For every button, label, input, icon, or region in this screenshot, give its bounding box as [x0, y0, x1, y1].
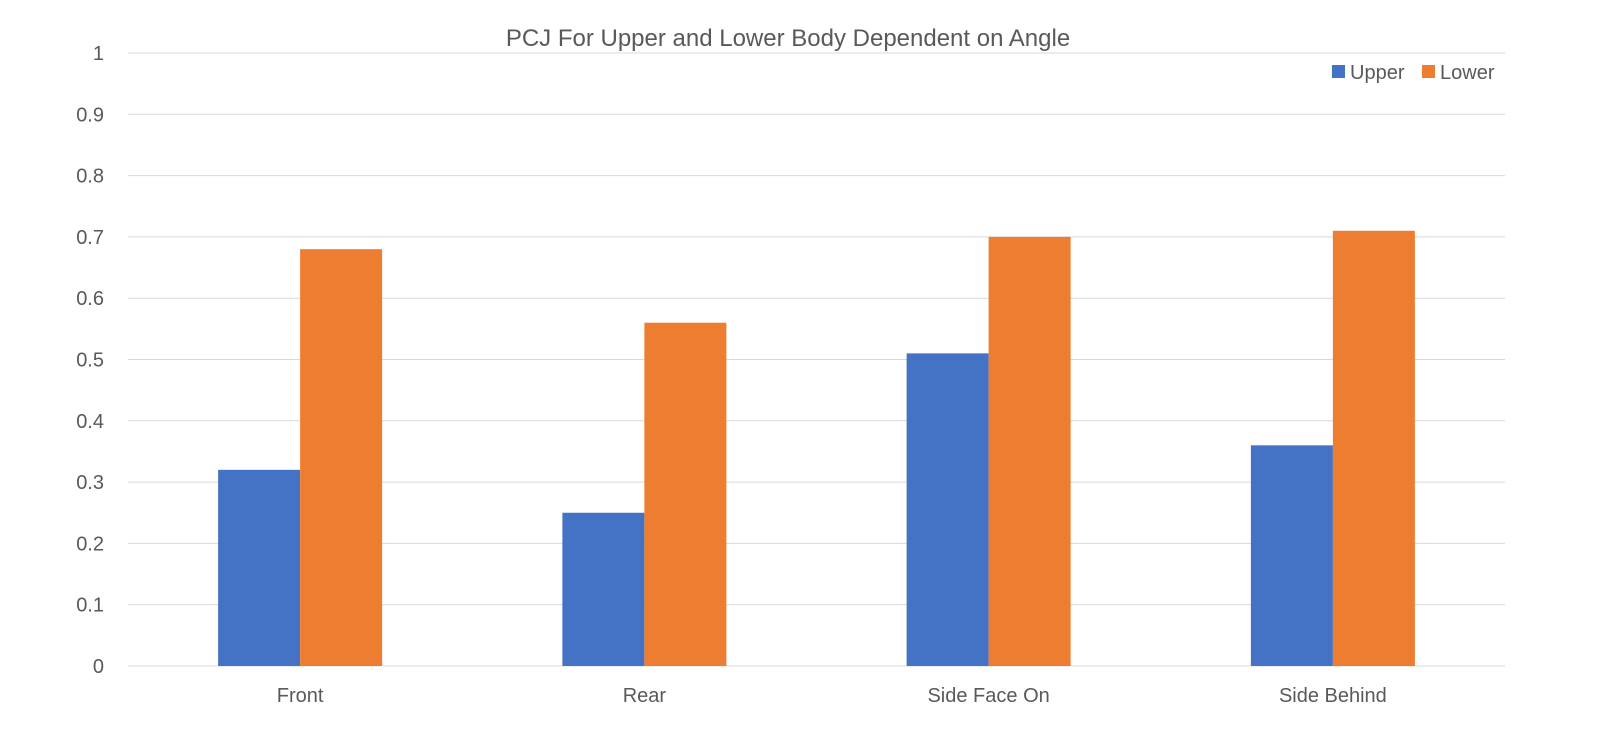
y-tick-label: 0.9	[76, 104, 104, 126]
y-tick-label: 0	[93, 656, 104, 678]
y-tick-label: 0.1	[76, 595, 104, 617]
y-tick-label: 0.5	[76, 350, 104, 372]
bar-upper-side-face-on	[906, 353, 989, 666]
legend-swatch-lower	[1422, 65, 1435, 78]
y-axis-ticks: 0 0.1 0.2 0.3 0.4 0.5 0.6 0.7 0.8 0.9 1	[76, 43, 104, 678]
y-tick-label: 0.3	[76, 472, 104, 494]
bars	[218, 230, 1415, 666]
bar-lower-side-face-on	[988, 236, 1071, 666]
y-tick-label: 1	[93, 43, 104, 65]
bar-lower-rear	[644, 322, 727, 666]
x-tick-label: Front	[277, 685, 324, 707]
chart-title: PCJ For Upper and Lower Body Dependent o…	[506, 25, 1070, 52]
x-axis-ticks: Front Rear Side Face On Side Behind	[277, 685, 1387, 707]
y-tick-label: 0.8	[76, 166, 104, 188]
y-tick-label: 0.2	[76, 533, 104, 555]
bar-upper-rear	[562, 512, 645, 666]
bar-upper-side-behind	[1250, 445, 1333, 666]
x-tick-label: Side Face On	[927, 685, 1049, 707]
bar-upper-front	[218, 469, 301, 666]
x-tick-label: Side Behind	[1279, 685, 1387, 707]
legend-swatch-upper	[1332, 65, 1345, 78]
legend-label-lower: Lower	[1440, 62, 1495, 84]
x-tick-label: Rear	[623, 685, 667, 707]
bar-lower-front	[300, 249, 383, 666]
bar-lower-side-behind	[1332, 230, 1415, 666]
y-tick-label: 0.6	[76, 288, 104, 310]
y-tick-label: 0.4	[76, 411, 104, 433]
legend: Upper Lower	[1332, 62, 1495, 84]
y-tick-label: 0.7	[76, 227, 104, 249]
legend-label-upper: Upper	[1350, 62, 1405, 84]
